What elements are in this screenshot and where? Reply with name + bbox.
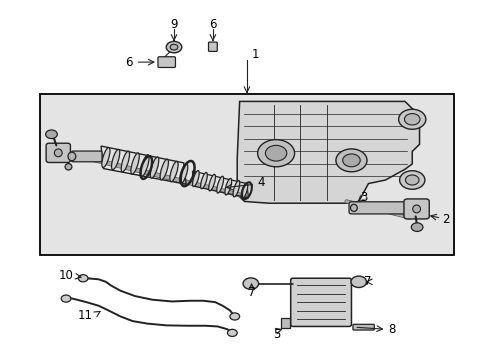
Circle shape <box>404 113 419 125</box>
Text: 5: 5 <box>273 328 280 341</box>
Text: 11: 11 <box>78 309 93 321</box>
Circle shape <box>61 295 71 302</box>
Circle shape <box>227 329 237 337</box>
Ellipse shape <box>111 149 120 170</box>
Ellipse shape <box>241 183 247 199</box>
Text: 6: 6 <box>209 18 216 31</box>
Ellipse shape <box>140 155 149 176</box>
Circle shape <box>265 145 286 161</box>
Circle shape <box>170 44 178 50</box>
Text: 7: 7 <box>363 275 370 288</box>
FancyBboxPatch shape <box>46 143 70 162</box>
Circle shape <box>410 223 422 231</box>
Circle shape <box>229 313 239 320</box>
FancyBboxPatch shape <box>352 324 373 330</box>
Text: 6: 6 <box>125 56 132 69</box>
FancyBboxPatch shape <box>348 202 407 214</box>
Circle shape <box>350 276 366 288</box>
Circle shape <box>405 175 418 185</box>
Ellipse shape <box>200 172 207 189</box>
Text: 4: 4 <box>257 176 264 189</box>
Text: 3: 3 <box>359 192 366 204</box>
Text: 8: 8 <box>387 323 394 336</box>
Circle shape <box>257 140 294 167</box>
Text: 1: 1 <box>251 48 259 61</box>
Text: 9: 9 <box>170 18 177 31</box>
FancyBboxPatch shape <box>158 57 175 67</box>
FancyBboxPatch shape <box>71 151 102 162</box>
Bar <box>40 94 453 255</box>
Circle shape <box>399 171 424 189</box>
Ellipse shape <box>121 151 129 172</box>
FancyBboxPatch shape <box>208 42 217 51</box>
Ellipse shape <box>131 153 139 174</box>
Circle shape <box>398 109 425 129</box>
Circle shape <box>166 41 182 53</box>
Ellipse shape <box>216 176 223 193</box>
Ellipse shape <box>179 163 187 184</box>
FancyBboxPatch shape <box>290 278 351 327</box>
Text: 2: 2 <box>442 213 449 226</box>
Ellipse shape <box>54 149 62 157</box>
Ellipse shape <box>192 171 199 186</box>
Ellipse shape <box>160 159 168 180</box>
Ellipse shape <box>233 181 239 197</box>
Text: 7: 7 <box>247 286 255 299</box>
Ellipse shape <box>169 161 178 182</box>
Ellipse shape <box>65 163 72 170</box>
Ellipse shape <box>412 205 420 213</box>
Ellipse shape <box>224 179 231 195</box>
Ellipse shape <box>68 152 76 161</box>
Polygon shape <box>237 102 419 203</box>
Ellipse shape <box>102 148 110 167</box>
Circle shape <box>45 130 57 139</box>
Ellipse shape <box>350 204 357 211</box>
Ellipse shape <box>150 157 159 178</box>
Circle shape <box>335 149 366 172</box>
Circle shape <box>243 278 258 289</box>
Text: 10: 10 <box>59 269 73 282</box>
Circle shape <box>342 154 360 167</box>
FancyBboxPatch shape <box>403 199 428 219</box>
Ellipse shape <box>208 174 215 191</box>
Circle shape <box>78 275 88 282</box>
Bar <box>281 318 289 328</box>
